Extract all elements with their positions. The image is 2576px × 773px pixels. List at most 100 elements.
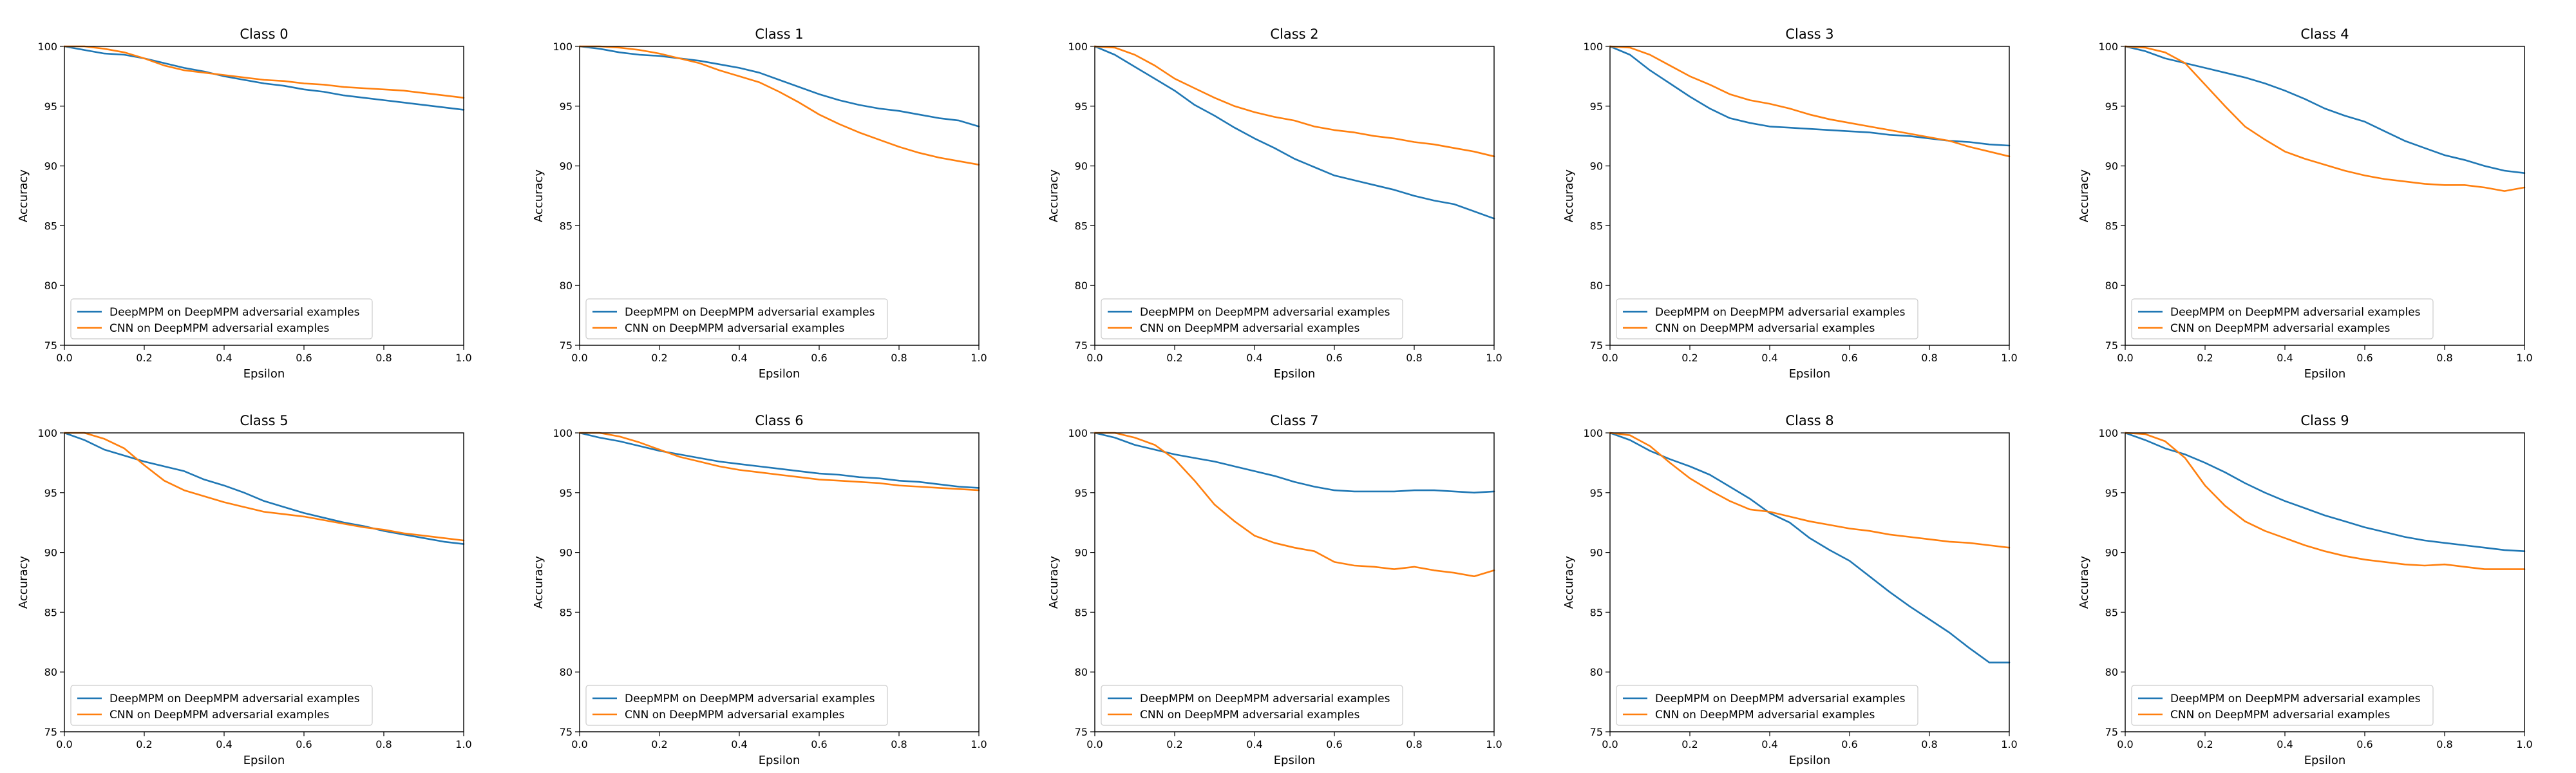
chart-7-xlabel: Epsilon [1274, 754, 1316, 767]
chart-7-legend-box [1101, 685, 1403, 726]
chart-2-ytick-label: 85 [1075, 220, 1088, 232]
chart-1-title: Class 1 [755, 26, 803, 42]
chart-0-xtick-label: 0.8 [375, 352, 392, 364]
chart-0-legend-label-1: CNN on DeepMPM adversarial examples [109, 322, 329, 335]
chart-6-ylabel: Accuracy [532, 556, 545, 609]
chart-3-ylabel: Accuracy [1562, 169, 1576, 223]
chart-2-ylabel: Accuracy [1047, 169, 1061, 223]
chart-5-xtick-label: 0.0 [56, 738, 72, 750]
chart-7-ytick-label: 90 [1075, 547, 1088, 559]
chart-2-ytick-label: 100 [1068, 41, 1088, 53]
chart-2-legend-label-0: DeepMPM on DeepMPM adversarial examples [1140, 306, 1390, 319]
chart-5-ytick-label: 85 [44, 606, 57, 618]
chart-6-xtick-label: 1.0 [971, 738, 987, 750]
chart-3-xtick-label: 0.4 [1761, 352, 1777, 364]
chart-9-panel: Class 9 0.0 0.2 0.4 0.6 0.8 1.0 75 80 85 90 95 100 Ep… [2078, 413, 2533, 767]
chart-7-ytick-label: 95 [1075, 487, 1088, 499]
chart-6-xtick-label: 0.2 [651, 738, 667, 750]
chart-7-ytick-label: 80 [1075, 666, 1088, 678]
chart-1-ytick-label: 75 [560, 339, 573, 352]
chart-8-series-deepmpm-line [1609, 432, 2011, 663]
chart-6-ytick-label: 75 [560, 726, 573, 738]
chart-4-legend-label-1: CNN on DeepMPM adversarial examples [2170, 322, 2390, 335]
chart-1-ytick-label: 85 [560, 220, 573, 232]
chart-6-ytick-label: 85 [560, 606, 573, 618]
chart-3-ytick-label: 85 [1590, 220, 1603, 232]
chart-2-ytick-label: 75 [1075, 339, 1088, 352]
chart-9-ytick-label: 75 [2105, 726, 2118, 738]
chart-4-xtick-label: 0.6 [2356, 352, 2372, 364]
chart-7-ytick-label: 85 [1075, 606, 1088, 618]
chart-5-series-deepmpm-line [63, 432, 465, 545]
chart-3-xlabel: Epsilon [1789, 367, 1831, 381]
chart-4-xtick-label: 1.0 [2516, 352, 2532, 364]
chart-8-ytick-label: 95 [1590, 487, 1603, 499]
chart-5-ytick-label: 75 [44, 726, 57, 738]
chart-6-xtick-label: 0.8 [891, 738, 907, 750]
chart-4-panel: Class 4 0.0 0.2 0.4 0.6 0.8 1.0 75 80 85 90 95 100 Ep… [2078, 26, 2533, 381]
chart-8-legend-box [1616, 685, 1918, 726]
chart-7-xtick-label: 1.0 [1486, 738, 1502, 750]
chart-1-legend-label-0: DeepMPM on DeepMPM adversarial examples [625, 306, 875, 319]
chart-0-panel: Class 0 0.0 0.2 0.4 0.6 0.8 1.0 75 80 85 90 95 100 Ep… [17, 26, 472, 381]
chart-3-xtick-label: 0.6 [1841, 352, 1857, 364]
chart-4-title: Class 4 [2300, 26, 2349, 42]
chart-8-title: Class 8 [1785, 413, 1833, 428]
chart-9-ytick-label: 95 [2105, 487, 2118, 499]
chart-2-xtick-label: 1.0 [1486, 352, 1502, 364]
chart-9-legend-label-1: CNN on DeepMPM adversarial examples [2170, 709, 2390, 721]
chart-1-xtick-label: 0.0 [571, 352, 587, 364]
chart-4-legend-label-0: DeepMPM on DeepMPM adversarial examples [2170, 306, 2421, 319]
chart-0-ytick-label: 90 [44, 160, 57, 173]
chart-3-xtick-label: 0.2 [1681, 352, 1698, 364]
chart-8-xtick-label: 0.6 [1841, 738, 1857, 750]
chart-1-ytick-label: 100 [553, 41, 573, 53]
chart-4-series-deepmpm-line [2124, 45, 2526, 175]
chart-5-xtick-label: 0.8 [375, 738, 392, 750]
chart-8-ytick-label: 100 [1583, 427, 1603, 439]
chart-4-ytick-label: 75 [2105, 339, 2118, 352]
chart-3-title: Class 3 [1785, 26, 1833, 42]
chart-8-ylabel: Accuracy [1562, 556, 1576, 609]
chart-8-legend-label-0: DeepMPM on DeepMPM adversarial examples [1655, 692, 1906, 705]
chart-5-legend-label-1: CNN on DeepMPM adversarial examples [109, 709, 329, 721]
chart-3-series-cnn-line [1609, 45, 2011, 158]
chart-8-xtick-label: 0.0 [1602, 738, 1618, 750]
chart-7-series-cnn-line [1094, 432, 1495, 578]
chart-8-xtick-label: 1.0 [2001, 738, 2017, 750]
chart-0-ytick-label: 80 [44, 280, 57, 292]
chart-7-ytick-label: 75 [1075, 726, 1088, 738]
chart-2-xtick-label: 0.2 [1166, 352, 1182, 364]
chart-0-frame [64, 46, 464, 346]
chart-5-ytick-label: 100 [37, 427, 57, 439]
chart-1-legend-label-1: CNN on DeepMPM adversarial examples [625, 322, 844, 335]
chart-4-legend-box [2131, 298, 2434, 339]
chart-6-series-cnn-line [578, 432, 980, 491]
chart-5-ytick-label: 80 [44, 666, 57, 678]
chart-3-series-deepmpm-line [1609, 45, 2011, 147]
chart-3-xtick-label: 0.8 [1921, 352, 1937, 364]
chart-8-ytick-label: 75 [1590, 726, 1603, 738]
chart-9-xtick-label: 1.0 [2516, 738, 2532, 750]
chart-3-panel: Class 3 0.0 0.2 0.4 0.6 0.8 1.0 75 80 85 90 95 100 Ep… [1562, 26, 2018, 381]
chart-4-ytick-label: 95 [2105, 100, 2118, 113]
chart-9-xtick-label: 0.6 [2356, 738, 2372, 750]
chart-1-series-deepmpm-line [578, 45, 980, 128]
chart-7-series-deepmpm-line [1094, 432, 1495, 494]
chart-0-ytick-label: 75 [44, 339, 57, 352]
chart-3-legend-box [1616, 298, 1918, 339]
chart-8-frame [1609, 432, 2010, 732]
chart-6-title: Class 6 [755, 413, 803, 428]
chart-3-legend-label-0: DeepMPM on DeepMPM adversarial examples [1655, 306, 1906, 319]
chart-7-legend-label-1: CNN on DeepMPM adversarial examples [1140, 709, 1359, 721]
chart-1-panel: Class 1 0.0 0.2 0.4 0.6 0.8 1.0 75 80 85 90 95 100 Ep… [532, 26, 987, 381]
chart-1-ytick-label: 95 [560, 100, 573, 113]
chart-5-xtick-label: 0.4 [216, 738, 232, 750]
chart-1-xtick-label: 0.8 [891, 352, 907, 364]
chart-3-ytick-label: 100 [1583, 41, 1603, 53]
chart-6-xtick-label: 0.6 [811, 738, 827, 750]
chart-5-frame [64, 432, 464, 732]
chart-0-series-cnn-line [63, 45, 465, 99]
chart-0-xtick-label: 0.0 [56, 352, 72, 364]
chart-6-frame [579, 432, 980, 732]
